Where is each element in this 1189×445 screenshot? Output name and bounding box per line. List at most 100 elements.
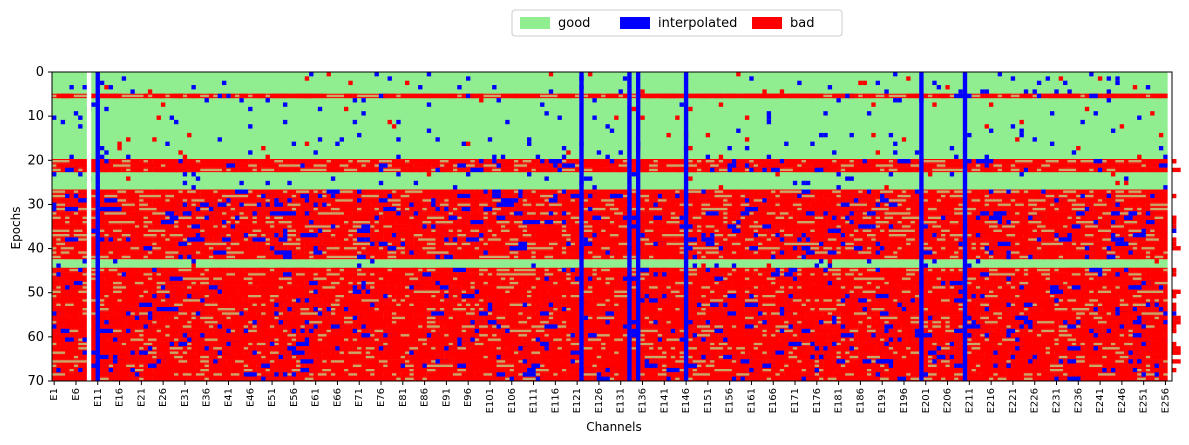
bad-cell [252, 241, 257, 247]
bad-cell [1041, 250, 1055, 255]
bad-cell [248, 198, 253, 203]
bad-cell [740, 241, 754, 247]
bad-cell [513, 206, 528, 212]
bad-cell [439, 198, 445, 203]
bad-cell [945, 163, 955, 168]
bad-cell [941, 202, 955, 207]
interpolated-cell [618, 89, 623, 94]
bad-cell [221, 276, 236, 281]
bad-cell [1006, 206, 1011, 212]
bad-cell [195, 228, 201, 234]
bad-cell [435, 307, 440, 312]
bad-cell [657, 163, 667, 168]
bad-cell [1110, 267, 1116, 273]
bad-cell [261, 202, 266, 207]
bad-cell [165, 280, 179, 286]
bad-cell [649, 280, 663, 286]
interpolated-cell [561, 189, 567, 194]
legend-label-interpolated: interpolated [658, 16, 737, 31]
bad-cell [1167, 315, 1181, 321]
bad-cell [1145, 315, 1151, 321]
bad-cell [858, 267, 863, 273]
bad-cell [169, 241, 175, 247]
bad-cell [840, 246, 846, 251]
interpolated-cell [265, 98, 270, 103]
bad-cell [561, 215, 571, 220]
interpolated-cell [609, 159, 619, 164]
interpolated-cell [544, 176, 549, 181]
bad-cell [1054, 193, 1059, 199]
bad-cell [248, 289, 253, 294]
bad-cell [479, 293, 488, 299]
bad-cell [614, 246, 628, 251]
bad-cell [474, 293, 484, 299]
bad-cell [426, 280, 436, 286]
bad-cell [60, 267, 70, 273]
bad-cell [1141, 267, 1151, 273]
bad-cell [531, 280, 536, 286]
bad-cell [1137, 280, 1142, 286]
bad-cell [574, 246, 580, 251]
bad-cell [797, 246, 802, 251]
bad-cell [705, 198, 719, 203]
bad-cell [1124, 224, 1138, 229]
bad-cell [483, 237, 488, 242]
bad-cell [505, 189, 510, 194]
interpolated-cell [923, 250, 933, 255]
bad-cell [99, 250, 105, 255]
interpolated-cell [492, 189, 506, 194]
bad-cell [1036, 293, 1042, 299]
bad-cell [984, 267, 989, 273]
bad-cell [932, 102, 937, 107]
interpolated-cell [309, 72, 314, 77]
interpolated-cell [880, 246, 885, 251]
bad-cell [723, 298, 728, 303]
bad-cell [840, 228, 854, 234]
bad-cell [365, 276, 375, 281]
interpolated-cell [235, 215, 240, 220]
bad-cell [588, 246, 602, 251]
interpolated-cell [548, 198, 558, 203]
interpolated-cell [500, 198, 514, 203]
bad-cell [819, 285, 828, 290]
bad-cell [431, 211, 436, 216]
bad-cell [418, 280, 423, 286]
interpolated-cell [1054, 89, 1059, 94]
bad-cell [1141, 215, 1155, 220]
interpolated-cell [801, 189, 815, 194]
bad-cell [513, 298, 528, 303]
bad-cell [243, 211, 257, 216]
bad-cell [339, 233, 344, 238]
bad-cell [771, 267, 776, 273]
bad-cell [130, 198, 135, 203]
bad-cell [113, 272, 118, 277]
bad-cell [121, 250, 127, 255]
bad-cell [235, 233, 240, 238]
bad-cell [226, 298, 231, 303]
bad-cell [675, 315, 689, 321]
bad-cell [901, 285, 907, 290]
bad-cell [779, 254, 793, 260]
bad-cell [1019, 167, 1024, 173]
bad-cell [374, 159, 379, 164]
bad-cell [522, 307, 536, 312]
bad-cell [104, 237, 109, 242]
bad-cell [134, 202, 140, 207]
bad-cell [932, 298, 942, 303]
bad-cell [653, 267, 667, 273]
bad-cell [866, 285, 872, 290]
bad-cell [736, 272, 741, 277]
bad-cell [1093, 163, 1107, 168]
bad-cell [757, 219, 772, 225]
bad-cell [121, 311, 127, 316]
bad-cell [862, 80, 867, 86]
interpolated-cell [282, 228, 288, 234]
bad-cell [1093, 189, 1103, 194]
interpolated-cell [531, 263, 536, 268]
bad-cell [500, 206, 506, 212]
bad-cell [840, 267, 846, 273]
bad-cell [99, 311, 114, 316]
bad-cell [884, 246, 889, 251]
bad-cell [884, 307, 898, 312]
bad-cell [718, 219, 724, 225]
